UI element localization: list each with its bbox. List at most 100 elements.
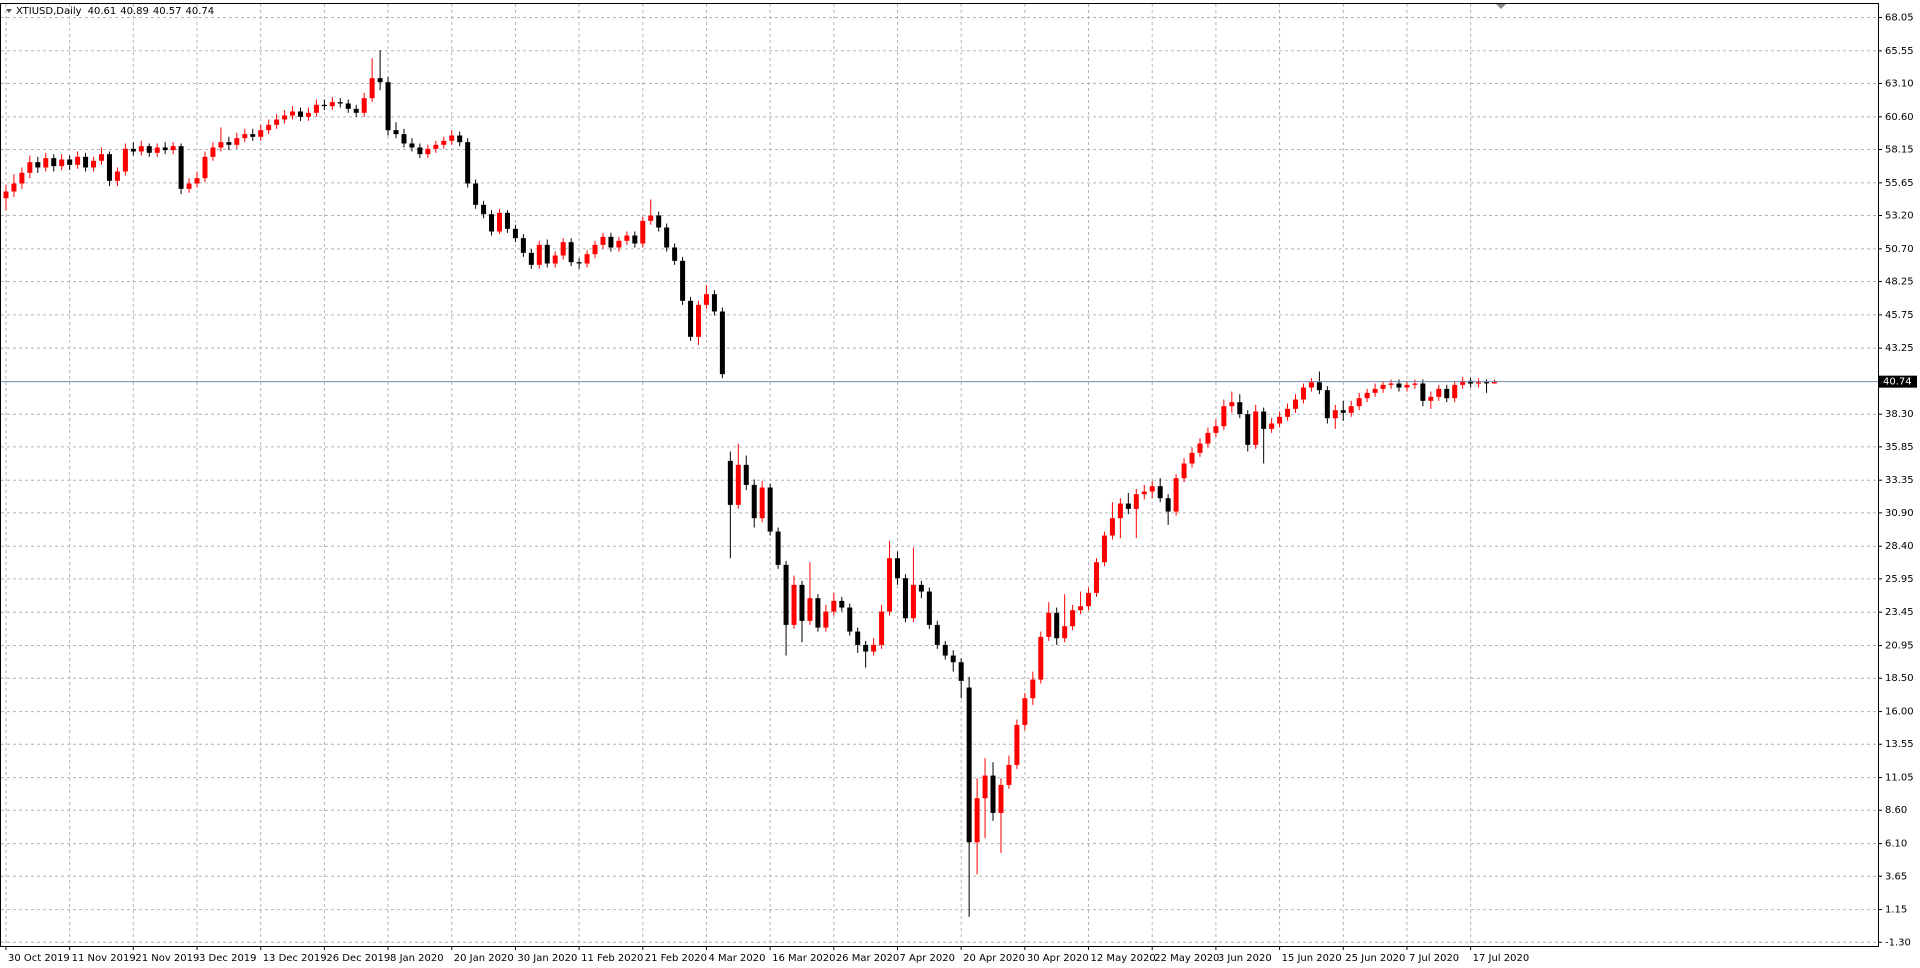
candle-body xyxy=(1404,384,1410,388)
candle-body xyxy=(242,134,248,139)
candle-body xyxy=(719,311,725,375)
candle-body xyxy=(27,162,33,173)
candle-body xyxy=(696,304,701,337)
candle-body xyxy=(783,564,789,625)
candle-body xyxy=(934,624,940,645)
candle-body xyxy=(624,235,630,241)
candle-body xyxy=(146,146,152,153)
close-value: 40.74 xyxy=(186,6,215,17)
symbol-icon xyxy=(6,9,12,13)
candle-body xyxy=(35,162,41,168)
candle-body xyxy=(1173,478,1179,512)
candle-body xyxy=(433,144,439,149)
candle-body xyxy=(998,784,1004,813)
candle-body xyxy=(1300,387,1306,400)
candle-body xyxy=(1372,388,1378,393)
x-tick-label: 8 Jan 2020 xyxy=(390,953,444,964)
candle-body xyxy=(1070,610,1076,627)
candle-body xyxy=(282,115,288,120)
y-tick-label: 33.35 xyxy=(1885,475,1914,486)
y-tick-label: 6.10 xyxy=(1885,839,1907,850)
candle-body xyxy=(902,578,908,619)
candle-body xyxy=(3,191,9,199)
candle-body xyxy=(1269,423,1275,429)
y-tick-label: 13.55 xyxy=(1885,739,1914,750)
high-value: 40.89 xyxy=(120,6,149,17)
candle-body xyxy=(895,558,900,579)
candle-body xyxy=(990,775,996,813)
candle-body xyxy=(616,240,622,248)
candle-body xyxy=(1157,486,1163,499)
candle-body xyxy=(632,235,638,244)
candle-body xyxy=(855,631,861,645)
candle-body xyxy=(361,98,367,113)
candle-body xyxy=(1460,380,1466,385)
x-tick-label: 20 Apr 2020 xyxy=(963,953,1025,964)
candle-body xyxy=(449,135,455,141)
candle-body xyxy=(1492,381,1497,384)
x-tick-label: 25 Jun 2020 xyxy=(1345,953,1405,964)
candle-body xyxy=(1277,416,1283,424)
candle-body xyxy=(1030,679,1036,699)
candle-body xyxy=(329,102,335,107)
candle-body xyxy=(831,600,837,612)
x-tick-label: 22 May 2020 xyxy=(1154,953,1219,964)
y-tick-label: 55.65 xyxy=(1885,178,1914,189)
candle-body xyxy=(106,154,112,181)
candle-body xyxy=(1308,382,1314,388)
candle-body xyxy=(1293,399,1298,409)
candle-body xyxy=(879,611,885,645)
y-tick-label: 30.90 xyxy=(1885,508,1914,519)
candle-body xyxy=(974,798,980,843)
candle-body xyxy=(75,156,81,165)
chart-header: XTIUSD,Daily 40.61 40.89 40.57 40.74 xyxy=(16,6,214,17)
y-tick-label: 18.50 xyxy=(1885,673,1914,684)
last-price-box xyxy=(1879,375,1917,388)
candle-body xyxy=(385,82,391,131)
candle-body xyxy=(910,584,916,619)
candle-body xyxy=(871,644,877,652)
candle-body xyxy=(1078,606,1084,611)
x-tick-label: 30 Apr 2020 xyxy=(1027,953,1089,964)
candle-body xyxy=(839,600,845,608)
x-tick-label: 12 May 2020 xyxy=(1091,953,1156,964)
candle-body xyxy=(672,247,678,261)
candle-body xyxy=(711,294,717,312)
candle-body xyxy=(194,178,200,184)
y-tick-label: 58.15 xyxy=(1885,144,1914,155)
candle-body xyxy=(1285,408,1291,417)
last-price-label: 40.74 xyxy=(1883,377,1912,388)
candle-body xyxy=(1133,494,1139,509)
candle-body xyxy=(703,294,709,305)
candle-body xyxy=(266,124,272,131)
candle-body xyxy=(130,148,136,152)
candle-body xyxy=(1412,383,1418,385)
candle-body xyxy=(1261,411,1267,429)
candle-body xyxy=(298,111,303,117)
candle-body xyxy=(337,102,343,104)
shift-marker[interactable] xyxy=(1496,4,1506,9)
candle-body xyxy=(1428,396,1434,401)
y-tick-label: 38.30 xyxy=(1885,409,1914,420)
candle-body xyxy=(1046,612,1052,637)
x-tick-label: 17 Jul 2020 xyxy=(1473,953,1530,964)
candle-body xyxy=(823,611,829,628)
candle-body xyxy=(640,220,646,244)
y-tick-label: 20.95 xyxy=(1885,641,1914,652)
y-tick-label: 28.40 xyxy=(1885,541,1914,552)
candle-body xyxy=(918,584,924,592)
y-tick-label: 25.95 xyxy=(1885,574,1914,585)
y-tick-label: 11.05 xyxy=(1885,773,1914,784)
candle-body xyxy=(1356,398,1362,407)
candle-body xyxy=(1117,503,1123,519)
candle-body xyxy=(1086,592,1092,607)
candle-body xyxy=(481,204,487,215)
y-tick-label: 8.60 xyxy=(1885,805,1907,816)
x-tick-label: 4 Mar 2020 xyxy=(708,953,765,964)
candle-body xyxy=(751,484,757,519)
candle-body xyxy=(680,260,686,301)
candle-body xyxy=(1006,764,1012,785)
candle-body xyxy=(1380,384,1386,389)
